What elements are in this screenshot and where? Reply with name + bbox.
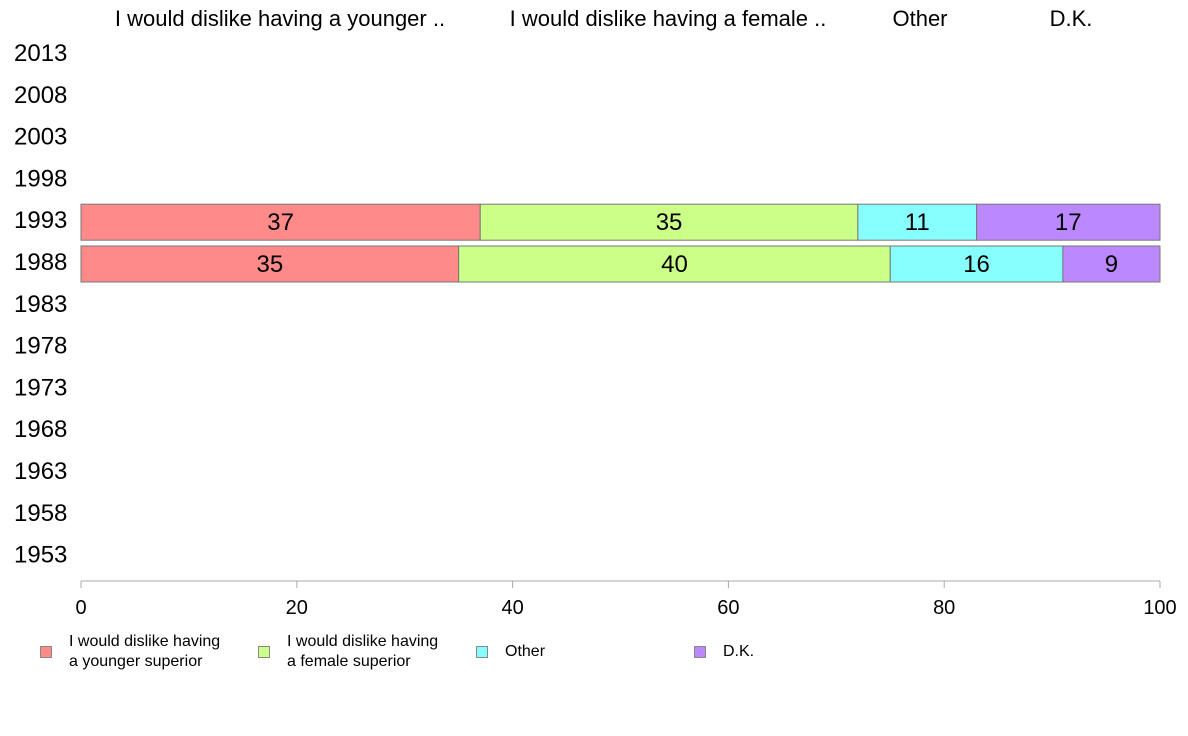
- legend-label: Other: [505, 643, 546, 660]
- series-header-label: Other: [892, 6, 947, 31]
- year-axis-labels: 2013 2008 2003 1998 1993 1988 1983 1978 1973 1968…: [14, 40, 67, 569]
- legend-swatch: [40, 646, 52, 658]
- x-axis: 0 20 40 60 80 100: [75, 580, 1177, 619]
- bar-value-label: 16: [963, 251, 990, 278]
- year-label: 1998: [14, 165, 67, 192]
- bar-segment: [976, 203, 1161, 241]
- bar-segment: [479, 203, 859, 241]
- bar-segment: [80, 203, 481, 241]
- bar-value-label: 9: [1105, 251, 1118, 278]
- year-label: 1978: [14, 333, 67, 360]
- x-tick-label: 60: [717, 597, 739, 619]
- year-label: 1958: [14, 500, 67, 527]
- year-label: 1953: [14, 542, 67, 569]
- year-label: 1973: [14, 374, 67, 401]
- x-tick-label: 40: [501, 597, 523, 619]
- legend-item: D.K.: [694, 642, 754, 662]
- stacked-bar-chart: I would dislike having a younger .. I wou…: [14, 6, 1177, 619]
- bar-value-label: 17: [1055, 209, 1082, 236]
- legend-label: I would dislike having a younger superio…: [69, 633, 221, 670]
- legend-label: D.K.: [723, 643, 755, 660]
- legend-item: I would dislike having a female superior: [258, 632, 438, 672]
- bar-segment: [80, 245, 460, 283]
- bar-segment: [1062, 245, 1161, 283]
- legend: I would dislike having a younger superio…: [0, 630, 1188, 680]
- bar-value-label: 35: [256, 251, 283, 278]
- series-header-labels: I would dislike having a younger .. I wou…: [115, 6, 1093, 31]
- year-label: 1988: [14, 249, 67, 276]
- bar-segment: [857, 203, 978, 241]
- year-label: 1963: [14, 458, 67, 485]
- year-label: 1993: [14, 207, 67, 234]
- x-tick-label: 80: [933, 597, 955, 619]
- year-label: 2008: [14, 82, 67, 109]
- bar-segment: [889, 245, 1064, 283]
- series-header-label: I would dislike having a female ..: [510, 6, 827, 31]
- legend-swatch: [258, 646, 270, 658]
- year-label: 1968: [14, 416, 67, 443]
- legend-label: I would dislike having a female superior: [287, 633, 439, 670]
- x-tick-label: 20: [286, 597, 308, 619]
- legend-swatch: [694, 646, 706, 658]
- legend-item: Other: [476, 642, 545, 662]
- bar-value-label: 11: [905, 209, 930, 236]
- x-tick-label: 0: [75, 597, 86, 619]
- bar-value-label: 35: [656, 209, 683, 236]
- year-label: 2013: [14, 40, 67, 67]
- bar-value-label: 40: [661, 251, 688, 278]
- bars: 37 35 11 17 35 40 16 9: [80, 203, 1161, 283]
- year-label: 2003: [14, 124, 67, 151]
- bar-segment: [458, 245, 891, 283]
- legend-item: I would dislike having a younger superio…: [40, 632, 220, 672]
- year-label: 1983: [14, 291, 67, 318]
- x-tick-label: 100: [1143, 597, 1176, 619]
- series-header-label: D.K.: [1050, 6, 1093, 31]
- series-header-label: I would dislike having a younger ..: [115, 6, 445, 31]
- legend-swatch: [476, 646, 488, 658]
- bar-value-label: 37: [267, 209, 294, 236]
